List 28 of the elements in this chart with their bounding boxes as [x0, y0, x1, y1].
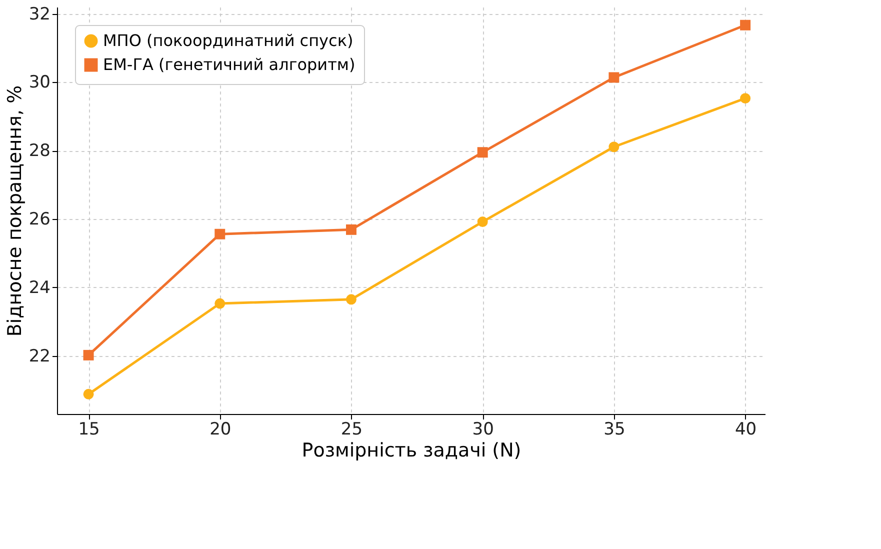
y-tick-label: 22	[28, 346, 50, 366]
y-tick-label: 26	[28, 210, 50, 230]
point	[608, 72, 620, 83]
point	[608, 142, 620, 152]
point	[214, 228, 226, 240]
x-tick-label: 25	[340, 420, 363, 440]
x-tick-label: 35	[604, 420, 626, 440]
point	[83, 350, 94, 360]
y-tick-label: 30	[28, 72, 50, 93]
point	[346, 224, 356, 235]
x-axis-title: Розмірність задачі (N)	[302, 440, 522, 462]
point	[477, 216, 488, 228]
legend-label: МПО (покоординатний спуск)	[103, 31, 354, 50]
y-tick-label: 32	[28, 4, 50, 24]
x-tick-label: 20	[210, 420, 232, 440]
y-tick-label: 28	[28, 141, 50, 162]
legend-label: ЕМ-ГА (генетичний алгоритм)	[103, 55, 356, 74]
point	[214, 298, 226, 309]
x-tick-label: 15	[78, 420, 100, 440]
x-tick-label: 40	[734, 420, 757, 440]
point	[83, 388, 94, 400]
point	[477, 147, 488, 158]
y-tick-label: 24	[28, 278, 50, 298]
point	[740, 20, 751, 30]
y-axis-title: Відносне покращення, %	[4, 85, 26, 337]
point	[740, 93, 751, 104]
point	[346, 294, 356, 305]
x-tick-label: 30	[472, 420, 494, 440]
